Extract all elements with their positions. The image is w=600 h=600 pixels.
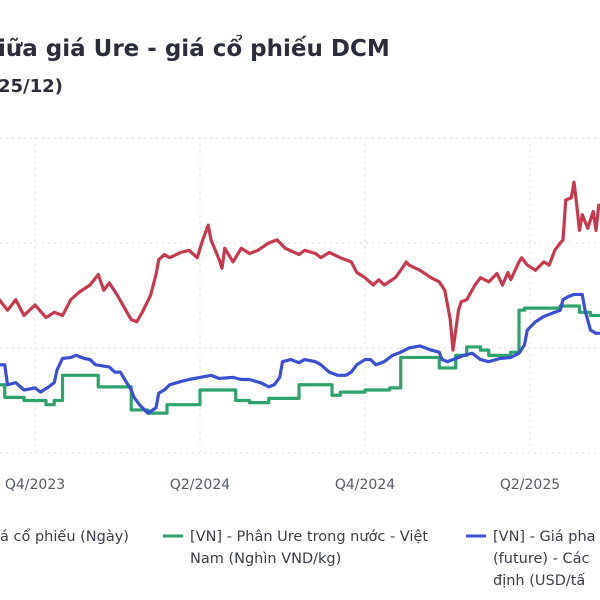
chart-subtitle: 25/12): [0, 76, 63, 97]
legend-item-1[interactable]: [VN] - Phân Ure trong nước - Việt Nam (Ng…: [163, 529, 428, 567]
x-tick-label: Q2/2025: [500, 477, 560, 493]
x-axis: Q4/2023 Q2/2024 Q4/2024 Q2/2025: [5, 477, 560, 493]
x-tick-label: Q2/2024: [170, 477, 230, 493]
legend-item-2[interactable]: [VN] - Giá pha (future) - Các định (USD/tấ: [466, 529, 596, 589]
series-lines: [0, 180, 600, 415]
chart-title: iữa giá Ure - giá cổ phiếu DCM: [0, 34, 390, 62]
legend: iá cổ phiếu (Ngày) [VN] - Phân Ure trong …: [0, 528, 596, 589]
series-line-0: [0, 180, 600, 352]
legend-label: [VN] - Phân Ure trong nước - Việt: [190, 529, 428, 545]
legend-label: [VN] - Giá pha: [493, 529, 596, 545]
legend-item-0[interactable]: iá cổ phiếu (Ngày): [0, 528, 129, 545]
legend-label: (future) - Các: [493, 551, 590, 567]
legend-label: iá cổ phiếu (Ngày): [0, 528, 129, 545]
x-tick-label: Q4/2023: [5, 477, 65, 493]
x-tick-label: Q4/2024: [335, 477, 395, 493]
series-line-2: [0, 292, 600, 415]
legend-label: định (USD/tấ: [493, 573, 585, 589]
gridlines: [0, 137, 600, 454]
legend-label: Nam (Nghìn VND/kg): [190, 551, 341, 567]
